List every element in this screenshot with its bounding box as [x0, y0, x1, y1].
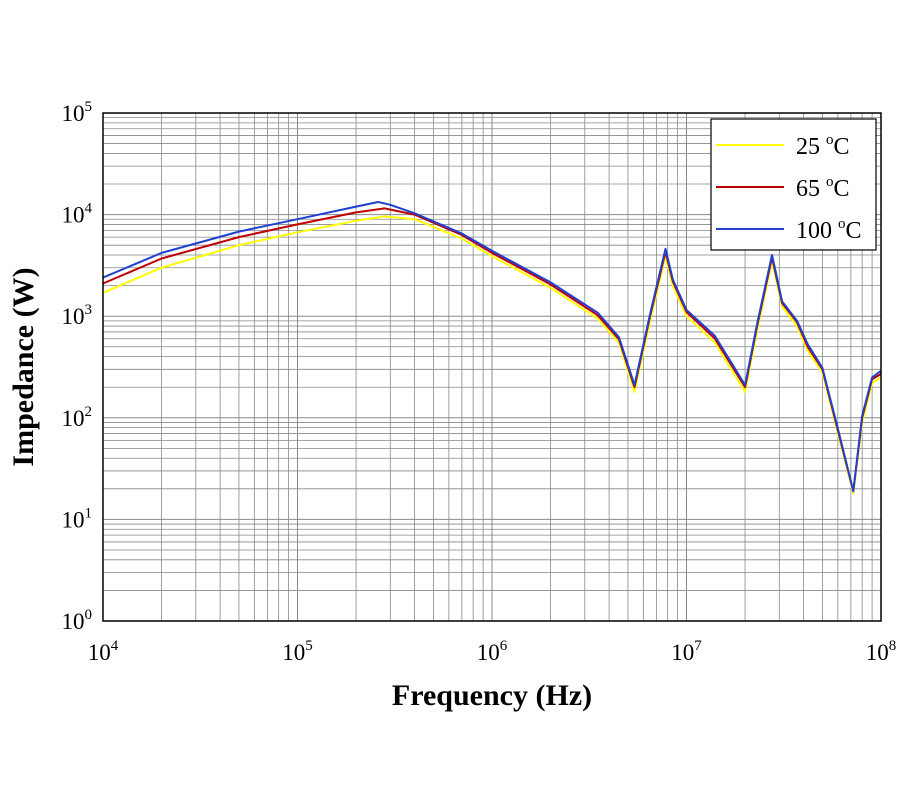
grid-lines — [102, 113, 881, 622]
y-tick-label: 101 — [62, 505, 93, 532]
x-tick-label: 108 — [866, 638, 897, 665]
x-axis-title: Frequency (Hz) — [392, 679, 592, 712]
y-tick-label: 102 — [62, 404, 93, 431]
legend-label: 25 oC — [796, 132, 850, 160]
legend-label: 65 oC — [796, 174, 850, 202]
plot-frame — [102, 112, 882, 622]
x-tick-label: 105 — [282, 638, 313, 665]
x-tick-label: 107 — [671, 638, 702, 665]
y-tick-label: 104 — [62, 201, 93, 228]
legend-label: 100 oC — [796, 216, 862, 244]
series-line — [102, 201, 882, 493]
y-tick-label: 105 — [62, 99, 93, 126]
y-tick-label: 103 — [62, 302, 93, 329]
plot-lines — [102, 201, 882, 495]
x-tick-label: 104 — [88, 638, 119, 665]
y-tick-labels: 100 101 102 103 104 105 — [62, 99, 93, 634]
x-tick-labels: 104 105 106 107 108 — [88, 638, 897, 665]
legend: 25 oC 65 oC 100 oC — [710, 118, 877, 251]
y-tick-label: 100 — [62, 607, 93, 634]
x-tick-label: 106 — [477, 638, 508, 665]
y-axis-title: Impedance (W) — [7, 267, 40, 466]
